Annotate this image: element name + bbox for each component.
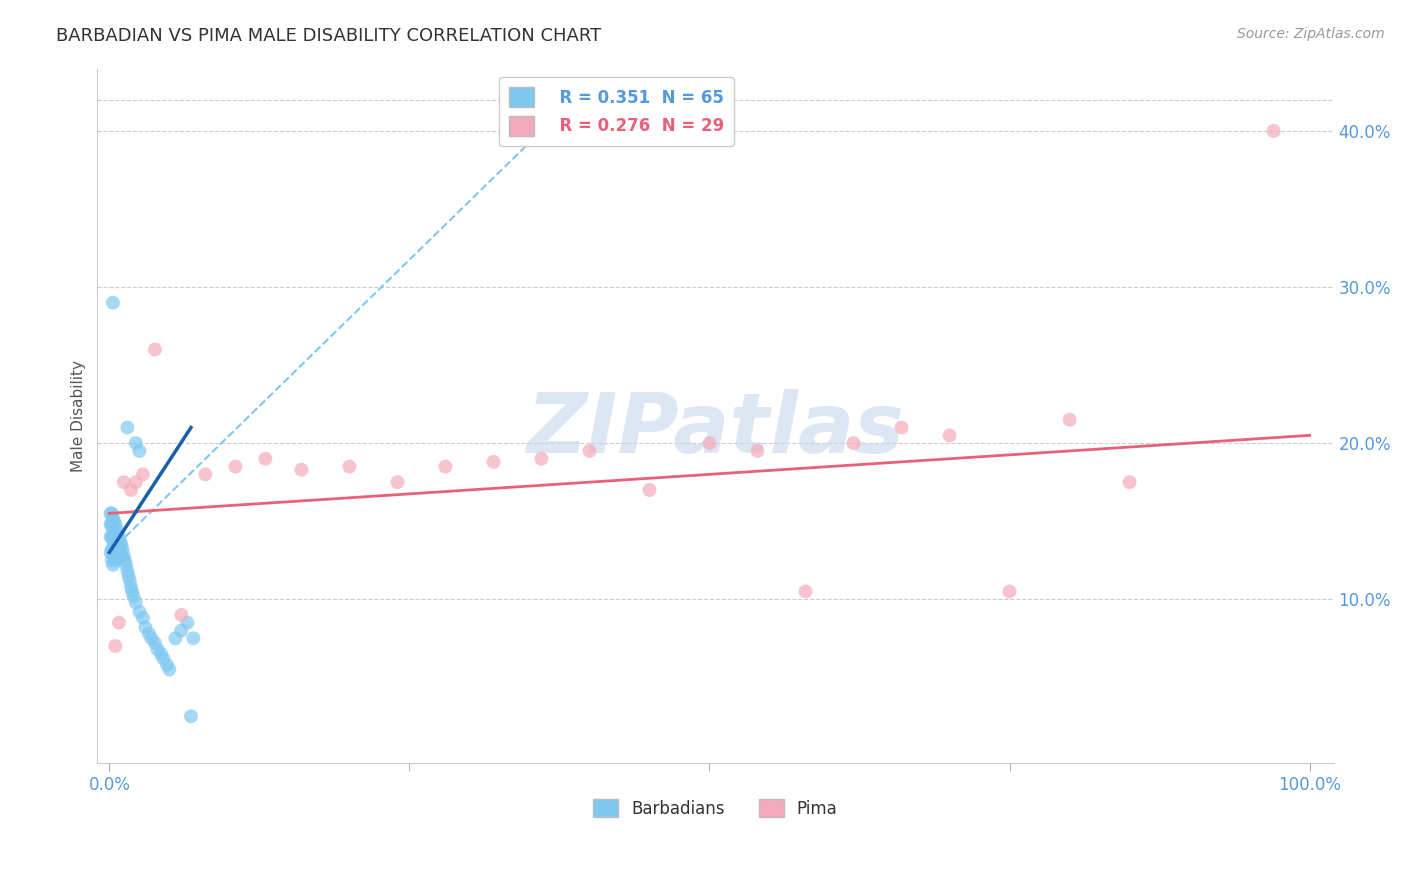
Point [180, 709, 202, 723]
Point [530, 451, 553, 466]
Point [157, 663, 180, 677]
Point [194, 467, 217, 482]
Point [125, 436, 148, 450]
Point [112, 475, 135, 490]
Point [104, 517, 127, 532]
Point [387, 475, 409, 490]
Point [117, 569, 139, 583]
Point [104, 530, 127, 544]
Point [110, 549, 132, 563]
Point [224, 459, 246, 474]
Point [482, 455, 505, 469]
Point [100, 545, 122, 559]
Point [794, 584, 817, 599]
Point [105, 522, 128, 536]
Point [101, 295, 124, 310]
Point [122, 589, 145, 603]
Point [105, 534, 128, 549]
Legend: Barbadians, Pima: Barbadians, Pima [586, 793, 844, 824]
Point [578, 444, 600, 458]
Point [101, 511, 124, 525]
Point [104, 553, 127, 567]
Point [146, 642, 169, 657]
Point [100, 507, 122, 521]
Point [101, 522, 124, 536]
Point [101, 558, 124, 572]
Point [101, 533, 124, 547]
Point [117, 564, 139, 578]
Point [165, 632, 187, 646]
Point [112, 549, 135, 563]
Point [138, 626, 160, 640]
Point [170, 624, 193, 638]
Point [1118, 475, 1140, 490]
Point [132, 611, 155, 625]
Point [938, 428, 960, 442]
Point [152, 651, 174, 665]
Text: ZIPatlas: ZIPatlas [527, 389, 904, 470]
Point [128, 444, 150, 458]
Point [104, 541, 127, 555]
Point [121, 584, 143, 599]
Point [107, 526, 129, 541]
Point [104, 639, 127, 653]
Point [290, 463, 312, 477]
Point [108, 541, 131, 555]
Point [747, 444, 769, 458]
Text: Source: ZipAtlas.com: Source: ZipAtlas.com [1237, 27, 1385, 41]
Point [998, 584, 1021, 599]
Point [149, 647, 172, 661]
Point [842, 436, 865, 450]
Point [100, 542, 122, 557]
Point [120, 580, 142, 594]
Point [125, 475, 148, 490]
Point [103, 526, 125, 541]
Point [108, 530, 131, 544]
Point [100, 553, 122, 567]
Point [183, 632, 205, 646]
Point [132, 467, 155, 482]
Point [125, 595, 148, 609]
Point [156, 657, 179, 672]
Text: BARBADIAN VS PIMA MALE DISABILITY CORRELATION CHART: BARBADIAN VS PIMA MALE DISABILITY CORREL… [56, 27, 602, 45]
Point [118, 574, 141, 588]
Y-axis label: Male Disability: Male Disability [72, 359, 86, 472]
Point [134, 620, 156, 634]
Point [143, 636, 166, 650]
Point [434, 459, 457, 474]
Point [100, 517, 122, 532]
Point [120, 483, 142, 497]
Point [103, 550, 125, 565]
Point [100, 517, 122, 532]
Point [100, 530, 122, 544]
Point [110, 538, 132, 552]
Point [143, 343, 166, 357]
Point [103, 538, 125, 552]
Point [699, 436, 721, 450]
Point [108, 615, 131, 630]
Point [128, 605, 150, 619]
Point [107, 538, 129, 552]
Point [638, 483, 661, 497]
Point [114, 553, 136, 567]
Point [339, 459, 361, 474]
Point [1059, 413, 1081, 427]
Point [254, 451, 277, 466]
Point [170, 607, 193, 622]
Point [103, 514, 125, 528]
Point [141, 632, 163, 646]
Point [115, 558, 138, 572]
Point [117, 420, 139, 434]
Point [101, 545, 124, 559]
Point [890, 420, 912, 434]
Point [100, 507, 122, 521]
Point [107, 550, 129, 565]
Point [176, 615, 198, 630]
Point [100, 530, 122, 544]
Point [1263, 124, 1285, 138]
Point [105, 545, 128, 559]
Point [108, 534, 131, 549]
Point [108, 545, 131, 559]
Point [111, 542, 134, 557]
